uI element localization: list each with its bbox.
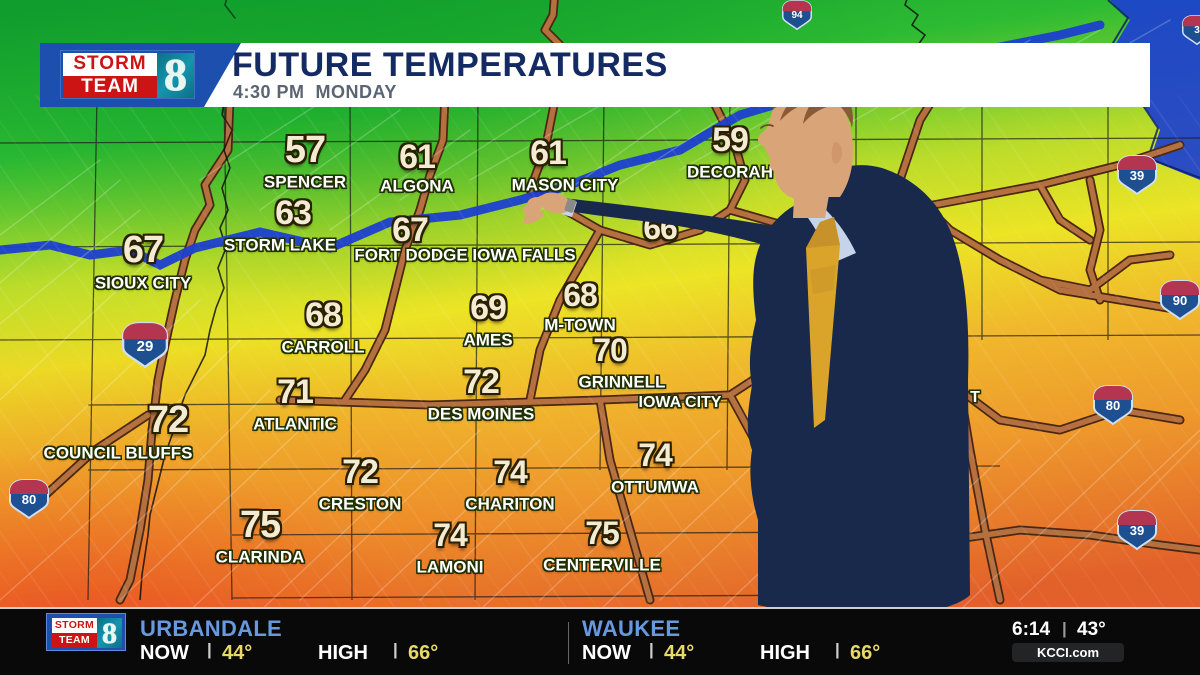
svg-text:8: 8: [164, 53, 187, 98]
svg-text:8: 8: [102, 618, 117, 648]
